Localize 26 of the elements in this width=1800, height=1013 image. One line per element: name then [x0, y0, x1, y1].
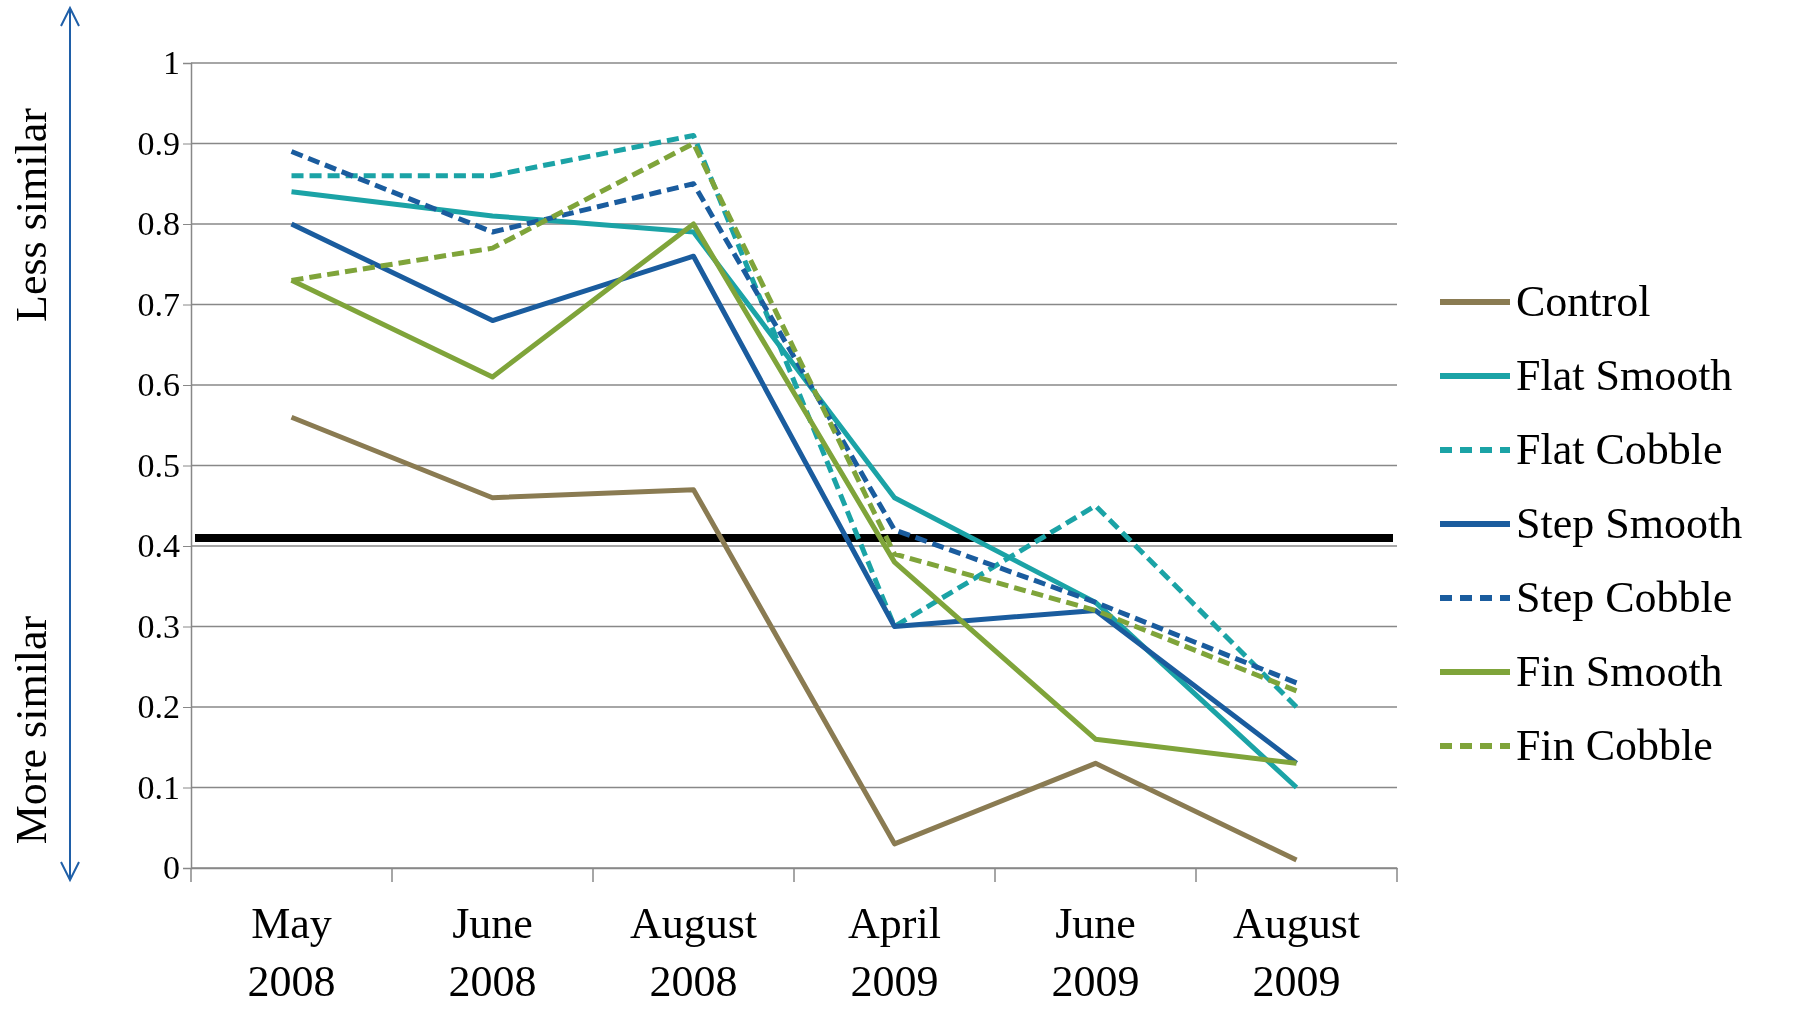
- x-tick-label: June 2009: [1051, 899, 1140, 1006]
- legend-label: Fin Cobble: [1516, 721, 1713, 770]
- y-tick-label: 0.5: [137, 446, 180, 484]
- y-tick-label: 0.7: [137, 285, 180, 323]
- text: More similar: [7, 615, 56, 845]
- y-tick-label: 0.3: [137, 607, 180, 645]
- y-tick-label: 1: [163, 44, 180, 82]
- legend-label: Flat Cobble: [1516, 425, 1723, 474]
- legend-label: Control: [1516, 277, 1651, 326]
- y-tick-label: 0: [163, 849, 180, 887]
- x-tick-label: August 2009: [1232, 899, 1361, 1006]
- legend-label: Step Smooth: [1516, 499, 1743, 548]
- y-tick-label: 0.8: [137, 205, 180, 243]
- y-tick-label: 0.4: [137, 527, 180, 565]
- y-tick-label: 0.9: [137, 124, 180, 162]
- legend-label: Fin Smooth: [1516, 647, 1723, 696]
- y-tick-label: 0.6: [137, 366, 180, 404]
- y-tick-label: 0.1: [137, 768, 180, 806]
- text: Less similar: [7, 107, 56, 322]
- x-tick-label: April 2009: [848, 899, 941, 1006]
- legend-label: Flat Smooth: [1516, 351, 1733, 400]
- legend-label: Step Cobble: [1516, 573, 1733, 622]
- x-tick-label: August 2008: [629, 899, 758, 1006]
- y-tick-label: 0.2: [137, 688, 180, 726]
- x-tick-label: June 2008: [448, 899, 537, 1006]
- x-tick-label: May 2008: [247, 899, 336, 1006]
